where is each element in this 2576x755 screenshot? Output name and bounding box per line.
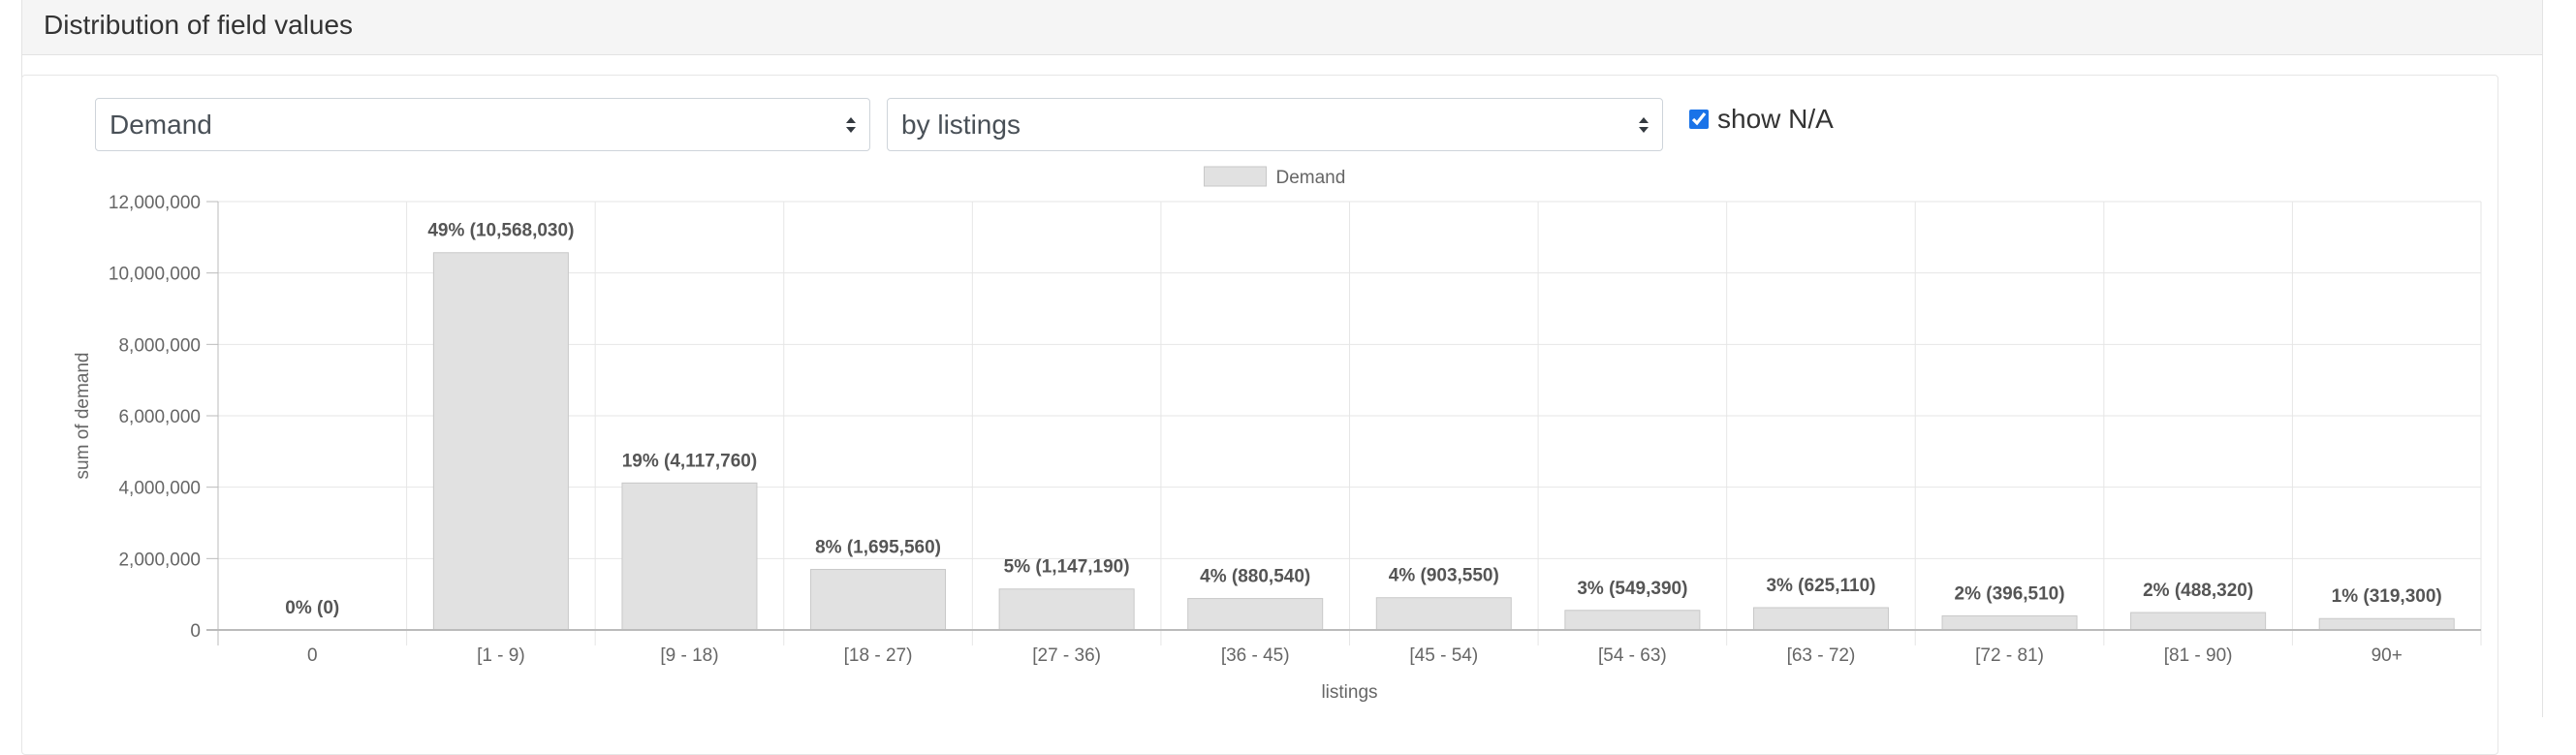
x-tick-label: 90+ — [2372, 645, 2403, 666]
data-label: 2% (488,320) — [2143, 581, 2253, 601]
legend: Demand — [1204, 166, 1346, 188]
x-tick-label: [18 - 27) — [844, 645, 913, 666]
data-label: 3% (625,110) — [1766, 576, 1875, 596]
y-tick-label: 12,000,000 — [109, 193, 201, 213]
grid-lines — [217, 201, 2482, 645]
bar — [432, 252, 569, 631]
bar — [1564, 610, 1701, 631]
panel-title: Distribution of field values — [44, 10, 354, 40]
y-tick-label: 2,000,000 — [118, 550, 201, 570]
data-label: 4% (880,540) — [1200, 567, 1310, 587]
data-label: 4% (903,550) — [1389, 566, 1499, 586]
y-tick-label: 4,000,000 — [118, 479, 201, 499]
show-na-label[interactable]: show N/A — [1717, 104, 1834, 134]
sort-arrows-icon — [1639, 117, 1649, 133]
data-label: 49% (10,568,030) — [427, 221, 574, 241]
data-label: 0% (0) — [285, 598, 339, 618]
bar — [621, 482, 758, 631]
x-tick-label: [72 - 81) — [1975, 645, 2044, 666]
y-axis-title: sum of demand — [73, 353, 93, 480]
data-label: 5% (1,147,190) — [1004, 557, 1130, 578]
x-tick-label: [36 - 45) — [1221, 645, 1290, 666]
x-tick-label: [63 - 72) — [1787, 645, 1856, 666]
data-label: 8% (1,695,560) — [815, 538, 941, 558]
field-select-value: Demand — [110, 110, 212, 140]
data-label: 3% (549,390) — [1577, 579, 1687, 599]
y-tick-label: 6,000,000 — [118, 407, 201, 427]
x-tick-label: [27 - 36) — [1032, 645, 1101, 666]
data-label: 1% (319,300) — [2332, 586, 2442, 607]
x-tick-label: [1 - 9) — [477, 645, 525, 666]
bar — [1752, 607, 1889, 631]
bar — [810, 569, 947, 631]
x-tick-label: [81 - 90) — [2164, 645, 2233, 666]
bar — [2130, 612, 2267, 631]
sort-arrows-icon — [846, 117, 856, 133]
panel-heading: Distribution of field values — [22, 0, 2542, 55]
x-tick-label: [45 - 54) — [1409, 645, 1478, 666]
y-tick-label: 8,000,000 — [118, 335, 201, 356]
axes: 0 2,000,000 4,000,000 6,000,000 8,000,000 10,… — [109, 193, 2481, 666]
group-by-select-value: by listings — [901, 110, 1021, 140]
group-by-select[interactable]: by listings — [887, 98, 1663, 151]
x-tick-label: 0 — [307, 645, 318, 666]
y-tick-label: 10,000,000 — [109, 265, 201, 285]
bars — [432, 252, 2455, 631]
data-labels: 0% (0) 49% (10,568,030) 19% (4,117,760) 8% … — [285, 221, 2441, 618]
x-tick-label: [9 - 18) — [660, 645, 718, 666]
bar — [998, 588, 1135, 631]
bar-chart: 0% (0) 49% (10,568,030) 19% (4,117,760) 8% … — [73, 166, 2482, 703]
bar — [1375, 597, 1512, 631]
x-tick-label: [54 - 63) — [1598, 645, 1667, 666]
data-label: 19% (4,117,760) — [622, 451, 757, 471]
legend-swatch[interactable] — [1204, 166, 1267, 187]
show-na-checkbox[interactable] — [1689, 110, 1709, 129]
bar — [1187, 598, 1324, 631]
bar — [1941, 614, 2078, 631]
field-select[interactable]: Demand — [95, 98, 870, 151]
bar — [2318, 617, 2455, 631]
data-label: 2% (396,510) — [1955, 583, 2065, 604]
y-tick-label: 0 — [190, 621, 201, 642]
x-axis-title: listings — [1321, 682, 1377, 703]
legend-label[interactable]: Demand — [1276, 168, 1346, 188]
